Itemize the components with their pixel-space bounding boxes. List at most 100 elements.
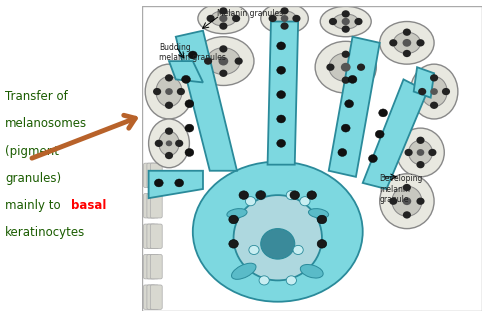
Text: melanosomes: melanosomes	[5, 117, 87, 130]
Circle shape	[289, 191, 299, 199]
Circle shape	[177, 88, 184, 95]
Ellipse shape	[420, 77, 446, 107]
FancyBboxPatch shape	[143, 285, 155, 309]
Circle shape	[154, 140, 163, 147]
Circle shape	[416, 149, 424, 156]
FancyBboxPatch shape	[143, 194, 155, 218]
Circle shape	[416, 161, 424, 168]
Circle shape	[429, 102, 437, 109]
Circle shape	[344, 100, 353, 108]
Circle shape	[165, 88, 172, 95]
Circle shape	[417, 88, 426, 95]
Ellipse shape	[226, 208, 246, 218]
Circle shape	[341, 25, 349, 33]
Circle shape	[341, 51, 349, 58]
FancyBboxPatch shape	[146, 163, 159, 187]
Circle shape	[268, 15, 276, 22]
Circle shape	[206, 15, 214, 22]
Ellipse shape	[408, 140, 431, 165]
Polygon shape	[176, 31, 237, 171]
Circle shape	[416, 39, 424, 46]
Circle shape	[184, 149, 193, 156]
Circle shape	[427, 149, 436, 156]
FancyBboxPatch shape	[150, 255, 162, 279]
FancyArrowPatch shape	[32, 115, 135, 158]
Circle shape	[368, 154, 377, 163]
Circle shape	[239, 191, 248, 199]
Circle shape	[165, 140, 172, 146]
Circle shape	[378, 109, 386, 117]
Circle shape	[285, 276, 296, 285]
Circle shape	[306, 191, 316, 199]
Ellipse shape	[210, 11, 236, 26]
Circle shape	[228, 215, 238, 224]
Ellipse shape	[409, 64, 457, 119]
Circle shape	[276, 42, 285, 50]
Ellipse shape	[145, 64, 192, 119]
Circle shape	[328, 18, 336, 25]
Ellipse shape	[379, 174, 433, 229]
Circle shape	[354, 18, 362, 25]
Ellipse shape	[396, 128, 444, 177]
FancyBboxPatch shape	[143, 224, 155, 248]
Circle shape	[374, 130, 384, 138]
Circle shape	[299, 197, 309, 206]
Circle shape	[219, 7, 227, 14]
Circle shape	[276, 139, 285, 147]
Ellipse shape	[148, 119, 189, 168]
Text: Melanin granules: Melanin granules	[216, 9, 282, 18]
Circle shape	[356, 63, 365, 71]
Circle shape	[260, 229, 294, 259]
FancyBboxPatch shape	[143, 163, 155, 187]
Circle shape	[292, 15, 300, 22]
Ellipse shape	[233, 195, 321, 280]
Circle shape	[259, 276, 269, 285]
Circle shape	[164, 74, 173, 82]
Text: keratinocytes: keratinocytes	[5, 226, 85, 239]
FancyBboxPatch shape	[146, 285, 159, 309]
Circle shape	[416, 198, 424, 205]
Circle shape	[341, 77, 349, 84]
FancyBboxPatch shape	[150, 224, 162, 248]
Circle shape	[317, 240, 326, 248]
Circle shape	[416, 137, 424, 144]
FancyBboxPatch shape	[150, 163, 162, 187]
Text: Transfer of: Transfer of	[5, 90, 67, 103]
Ellipse shape	[260, 3, 308, 34]
Circle shape	[280, 7, 288, 14]
Circle shape	[181, 75, 190, 83]
Circle shape	[218, 57, 228, 66]
Polygon shape	[148, 171, 203, 198]
Text: UV protection: melanocytes (in epidermis): UV protection: melanocytes (in epidermis…	[7, 11, 488, 31]
Circle shape	[255, 191, 265, 200]
FancyBboxPatch shape	[150, 194, 162, 218]
Circle shape	[441, 88, 449, 95]
Circle shape	[341, 124, 349, 132]
Ellipse shape	[198, 3, 248, 34]
Ellipse shape	[320, 6, 370, 37]
Text: mainly to: mainly to	[5, 199, 61, 212]
Circle shape	[219, 22, 227, 30]
Circle shape	[402, 211, 410, 219]
Ellipse shape	[391, 186, 421, 216]
Circle shape	[276, 91, 285, 99]
Circle shape	[429, 88, 437, 95]
Circle shape	[203, 57, 212, 65]
Circle shape	[234, 57, 242, 65]
Circle shape	[285, 191, 296, 200]
Ellipse shape	[379, 21, 433, 64]
Text: (pigment: (pigment	[5, 144, 59, 158]
Ellipse shape	[308, 208, 328, 218]
Ellipse shape	[192, 37, 253, 85]
Circle shape	[164, 102, 173, 109]
Ellipse shape	[300, 264, 323, 278]
Circle shape	[219, 45, 227, 52]
Circle shape	[184, 124, 193, 132]
Ellipse shape	[159, 131, 179, 155]
Polygon shape	[328, 37, 379, 177]
Circle shape	[402, 197, 410, 205]
FancyBboxPatch shape	[146, 255, 159, 279]
Circle shape	[256, 191, 265, 199]
Circle shape	[174, 179, 183, 187]
Circle shape	[228, 240, 238, 248]
